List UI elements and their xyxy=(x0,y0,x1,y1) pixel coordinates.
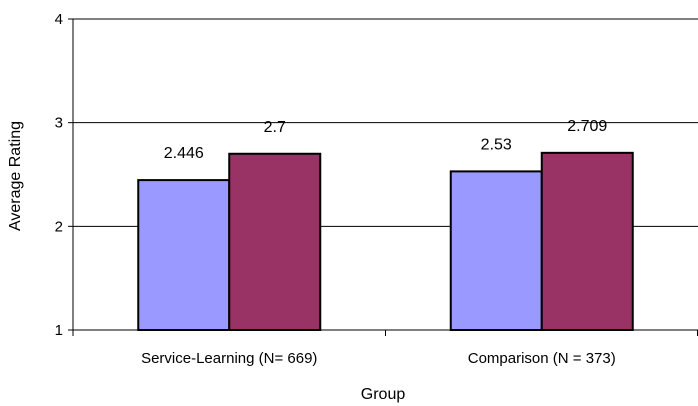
bar xyxy=(228,152,322,331)
bar xyxy=(137,179,231,331)
y-tick-label: 2 xyxy=(55,218,63,235)
y-tick-label: 3 xyxy=(55,115,63,132)
axes xyxy=(68,18,698,336)
y-tick-label: 1 xyxy=(55,322,63,339)
x-tick-label: Service-Learning (N= 669) xyxy=(141,350,317,367)
x-axis-title: Group xyxy=(361,386,406,403)
bars xyxy=(137,151,634,331)
data-label: 2.7 xyxy=(264,119,286,136)
tick-labels: 1 2 3 4 Service-Learning (N= 669) Comparison … xyxy=(55,11,616,367)
y-tick-label: 4 xyxy=(55,11,63,28)
bar xyxy=(540,151,634,331)
x-tick-label: Comparison (N = 373) xyxy=(468,350,616,367)
data-label: 2.446 xyxy=(164,145,204,162)
data-label: 2.53 xyxy=(481,136,512,153)
data-labels: 2.446 2.7 2.53 2.709 xyxy=(164,118,608,162)
data-label: 2.709 xyxy=(567,118,607,135)
y-axis-title: Average Rating xyxy=(7,121,24,231)
bar xyxy=(449,170,543,331)
